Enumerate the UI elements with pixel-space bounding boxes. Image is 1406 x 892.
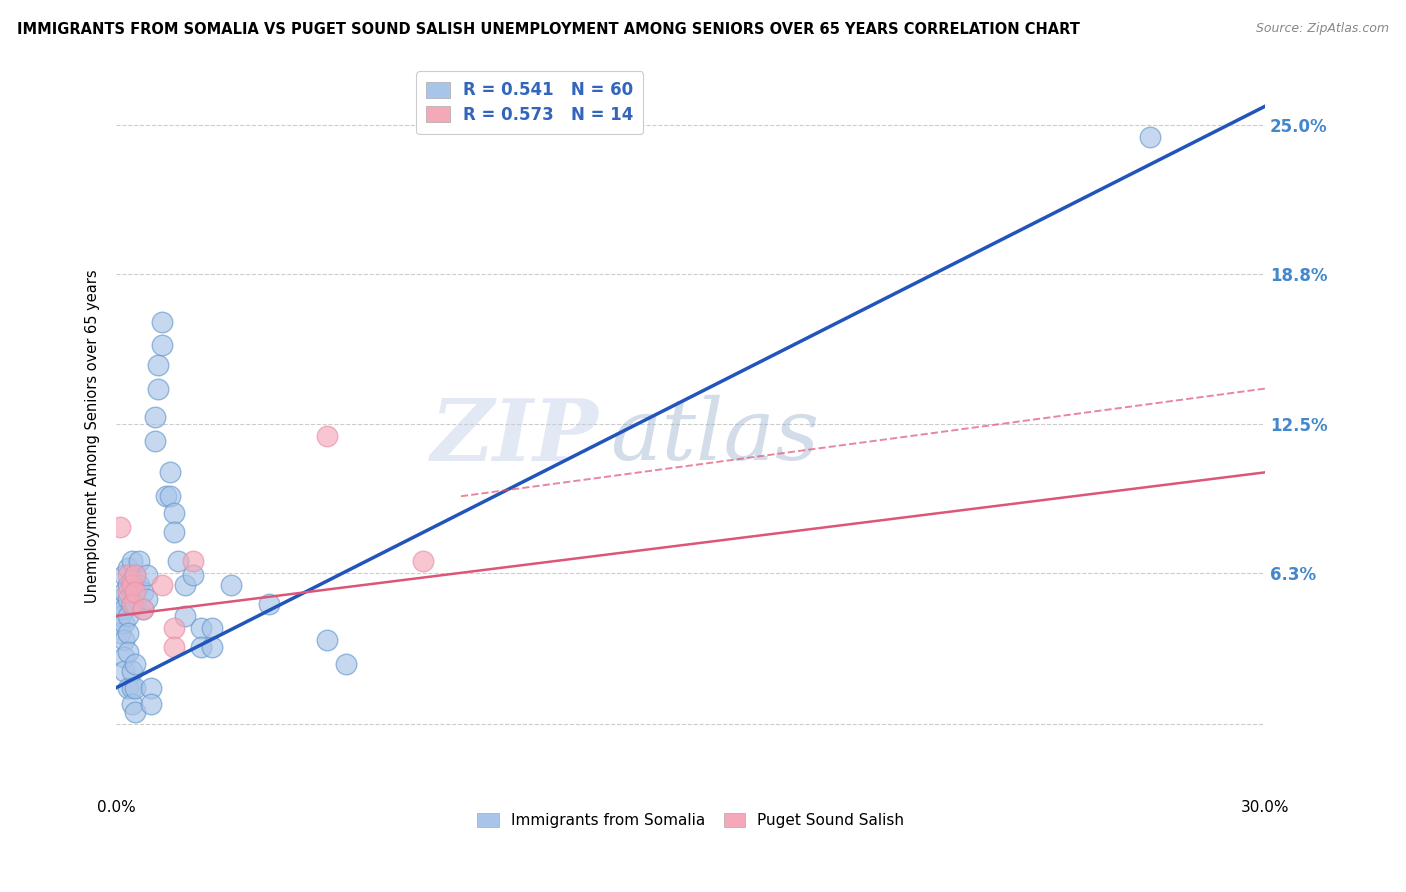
Point <box>132 601 155 615</box>
Point <box>181 554 204 568</box>
Point <box>124 657 146 671</box>
Point <box>155 489 177 503</box>
Point <box>117 561 139 575</box>
Point <box>108 625 131 640</box>
Point <box>159 489 181 503</box>
Point <box>108 592 131 607</box>
Point <box>174 578 197 592</box>
Point <box>108 520 131 534</box>
Point <box>121 578 143 592</box>
Point <box>1139 130 1161 145</box>
Point <box>124 705 146 719</box>
Text: atlas: atlas <box>610 395 820 478</box>
Point <box>190 621 212 635</box>
Point <box>117 645 139 659</box>
Point <box>112 664 135 678</box>
Point <box>163 640 186 654</box>
Point <box>139 681 162 695</box>
Point <box>316 632 339 647</box>
Point <box>124 681 146 695</box>
Point <box>163 525 186 540</box>
Point <box>117 592 139 607</box>
Point <box>132 601 155 615</box>
Point <box>112 632 135 647</box>
Point <box>121 597 143 611</box>
Point <box>259 597 281 611</box>
Point <box>201 621 224 635</box>
Point <box>117 585 139 599</box>
Point <box>163 506 186 520</box>
Point <box>121 681 143 695</box>
Point <box>163 621 186 635</box>
Point <box>117 578 139 592</box>
Point <box>121 597 143 611</box>
Point <box>143 410 166 425</box>
Y-axis label: Unemployment Among Seniors over 65 years: Unemployment Among Seniors over 65 years <box>86 269 100 603</box>
Point <box>117 625 139 640</box>
Point <box>143 434 166 449</box>
Point <box>159 466 181 480</box>
Text: Source: ZipAtlas.com: Source: ZipAtlas.com <box>1256 22 1389 36</box>
Point <box>150 338 173 352</box>
Point <box>124 568 146 582</box>
Point <box>128 578 150 592</box>
Point <box>219 578 242 592</box>
Text: ZIP: ZIP <box>432 394 599 478</box>
Point <box>112 649 135 664</box>
Point <box>132 585 155 599</box>
Point <box>412 554 434 568</box>
Point <box>148 358 170 372</box>
Point <box>112 568 135 582</box>
Point <box>124 585 146 599</box>
Point <box>135 592 157 607</box>
Point <box>108 608 131 623</box>
Point <box>201 640 224 654</box>
Point <box>150 314 173 328</box>
Point <box>117 568 139 582</box>
Point <box>181 568 204 582</box>
Point <box>112 585 135 599</box>
Point <box>121 554 143 568</box>
Text: IMMIGRANTS FROM SOMALIA VS PUGET SOUND SALISH UNEMPLOYMENT AMONG SENIORS OVER 65: IMMIGRANTS FROM SOMALIA VS PUGET SOUND S… <box>17 22 1080 37</box>
Point <box>117 681 139 695</box>
Point <box>148 382 170 396</box>
Point <box>121 698 143 712</box>
Point <box>112 601 135 615</box>
Point <box>150 578 173 592</box>
Point <box>124 568 146 582</box>
Point <box>174 608 197 623</box>
Legend: Immigrants from Somalia, Puget Sound Salish: Immigrants from Somalia, Puget Sound Sal… <box>471 806 910 834</box>
Point <box>121 573 143 587</box>
Point <box>112 616 135 631</box>
Point <box>190 640 212 654</box>
Point <box>316 429 339 443</box>
Point <box>117 608 139 623</box>
Point <box>135 568 157 582</box>
Point <box>124 597 146 611</box>
Point <box>139 698 162 712</box>
Point <box>335 657 357 671</box>
Point <box>166 554 188 568</box>
Point <box>121 664 143 678</box>
Point <box>128 554 150 568</box>
